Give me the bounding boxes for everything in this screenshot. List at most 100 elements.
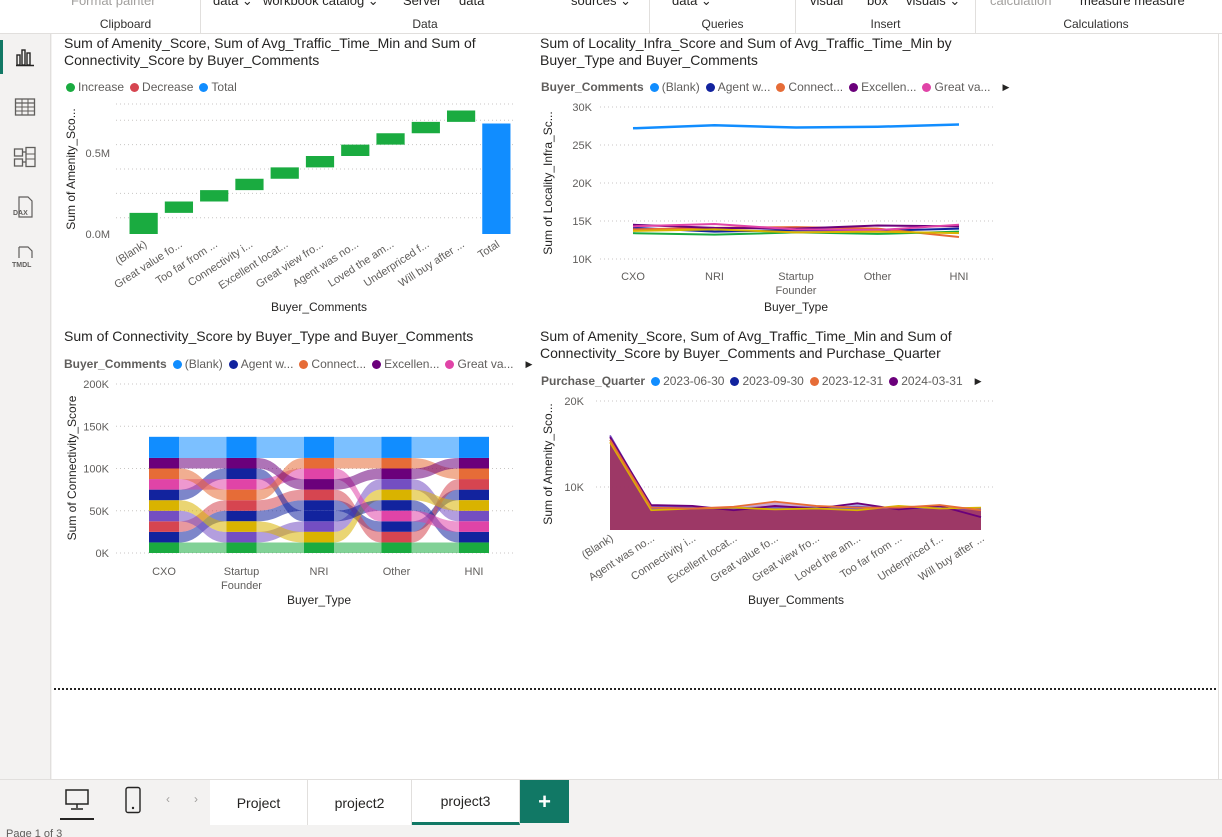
ribbon-segment: [304, 531, 334, 543]
recent-sources-button[interactable]: sources ⌄: [571, 0, 632, 8]
sql-server-button[interactable]: Server: [403, 0, 442, 8]
legend-item[interactable]: Increase: [66, 80, 124, 94]
y-tick-label: 25K: [572, 140, 592, 152]
ribbon-segment: [381, 510, 412, 522]
legend-next-arrow-icon[interactable]: ▶: [525, 358, 533, 369]
dax-query-icon[interactable]: DAX: [12, 194, 38, 220]
area-visual[interactable]: Sum of Amenity_Score, Sum of Avg_Traffic…: [530, 324, 1000, 614]
legend-item[interactable]: 2023-06-30: [651, 374, 724, 388]
mobile-layout-icon[interactable]: [124, 786, 142, 819]
ribbon-segment: [149, 500, 179, 511]
table-view-icon[interactable]: [12, 94, 38, 120]
ribbon-segment: [381, 531, 412, 543]
scroll-tabs-right-icon[interactable]: ›: [194, 792, 198, 806]
transform-data-button[interactable]: data ⌄: [672, 0, 712, 8]
visual-title: Sum of Amenity_Score, Sum of Avg_Traffic…: [64, 35, 476, 68]
legend-item[interactable]: Excellen...: [849, 80, 916, 94]
ribbon-segment: [226, 531, 257, 543]
legend-item[interactable]: (Blank): [172, 357, 223, 371]
ribbon-connector: [411, 489, 459, 511]
legend-item[interactable]: Great va...: [445, 357, 514, 371]
legend-label: 2023-06-30: [663, 374, 725, 388]
ribbon-segment: [226, 489, 257, 501]
waterfall-visual[interactable]: Sum of Amenity_Score, Sum of Avg_Traffic…: [54, 34, 524, 324]
x-tick-label: CXO: [621, 271, 645, 283]
ribbon-segment: [226, 500, 257, 511]
x-tick-label: Excellent locat...: [666, 532, 740, 586]
y-tick-label: 0.5M: [86, 148, 110, 160]
quick-measure-button[interactable]: measure measure: [1080, 0, 1185, 8]
ribbon-connector: [411, 510, 459, 532]
legend-marker: [299, 359, 309, 369]
report-view-icon[interactable]: [0, 40, 38, 74]
excel-workbook-button[interactable]: workbook catalog ⌄: [263, 0, 379, 8]
legend-item[interactable]: 2023-09-30: [730, 374, 804, 388]
ribbon-segment: [304, 436, 334, 458]
waterfall-bar: [235, 178, 264, 191]
ribbon-segment: [226, 436, 257, 458]
ribbon-segment: [381, 489, 412, 501]
legend-next-arrow-icon[interactable]: ▶: [974, 375, 982, 386]
legend-marker: [730, 376, 740, 386]
desktop-layout-icon[interactable]: [60, 788, 94, 820]
legend-marker: [445, 359, 455, 369]
legend-marker: [172, 359, 182, 369]
legend-item[interactable]: (Blank): [649, 80, 700, 94]
ribbon-segment: [459, 468, 489, 480]
legend-item[interactable]: Agent w...: [228, 357, 293, 371]
legend-marker: [130, 82, 140, 92]
x-tick-label: Startup: [778, 271, 813, 283]
legend-item[interactable]: Excellen...: [372, 357, 439, 371]
tab-project2[interactable]: project2: [308, 780, 412, 825]
y-tick-label: 10K: [572, 254, 592, 266]
legend-item[interactable]: Decrease: [130, 80, 193, 94]
text-box-button[interactable]: box: [867, 0, 888, 8]
x-tick-label: Other: [383, 566, 411, 578]
x-tick-label: Other: [864, 271, 892, 283]
legend-item[interactable]: Great va...: [922, 80, 991, 94]
legend-item[interactable]: Connect...: [299, 357, 366, 371]
waterfall-bar: [446, 110, 476, 122]
enter-data-button[interactable]: data: [459, 0, 485, 8]
ribbon-segment: [381, 436, 412, 458]
ribbon-segment: [381, 479, 412, 490]
legend-next-arrow-icon[interactable]: ▶: [1002, 81, 1010, 92]
y-tick-label: 30K: [572, 102, 592, 114]
get-data-button[interactable]: data ⌄: [213, 0, 253, 8]
ribbon-segment: [226, 542, 257, 553]
tmdl-view-icon[interactable]: TMDL: [12, 244, 38, 270]
x-axis-title: Buyer_Comments: [271, 300, 367, 314]
ribbon-segment: [226, 521, 257, 532]
add-page-button[interactable]: +: [520, 780, 569, 823]
legend-item[interactable]: Total: [199, 80, 237, 94]
x-tick-label: Founder: [776, 285, 817, 297]
y-tick-label: 20K: [572, 178, 592, 190]
legend-label: (Blank): [661, 80, 700, 94]
legend-label: Excellen...: [861, 80, 917, 94]
line-visual[interactable]: Sum of Locality_Infra_Score and Sum of A…: [530, 34, 1009, 324]
model-view-icon[interactable]: [12, 144, 38, 170]
legend-item[interactable]: 2024-03-31: [889, 374, 963, 388]
ribbon-visual[interactable]: Sum of Connectivity_Score by Buyer_Type …: [54, 324, 532, 614]
ribbon-segment: [459, 521, 489, 532]
vertical-scrollbar[interactable]: [1218, 34, 1222, 779]
x-tick-label: Founder: [221, 580, 262, 592]
legend-label: Great va...: [457, 357, 514, 371]
tab-project3[interactable]: project3: [412, 780, 520, 825]
legend-item[interactable]: Connect...: [776, 80, 843, 94]
scroll-tabs-left-icon[interactable]: ‹: [166, 792, 170, 806]
format-painter-button[interactable]: Format painter: [71, 0, 156, 8]
series-line: [609, 439, 982, 512]
more-visuals-button[interactable]: visuals ⌄: [906, 0, 961, 8]
ribbon-connector: [256, 542, 304, 553]
legend-marker: [651, 376, 661, 386]
legend-item[interactable]: Agent w...: [705, 80, 770, 94]
legend-item[interactable]: 2023-12-31: [809, 374, 883, 388]
ribbon-segment: [304, 521, 334, 532]
waterfall-bar: [482, 123, 511, 234]
new-visual-button[interactable]: visual: [810, 0, 844, 8]
ribbon-connector: [256, 436, 304, 458]
new-calculation-button[interactable]: calculation: [990, 0, 1052, 8]
tab-project[interactable]: Project: [210, 780, 308, 825]
visual-title: Sum of Locality_Infra_Score and Sum of A…: [540, 35, 952, 68]
